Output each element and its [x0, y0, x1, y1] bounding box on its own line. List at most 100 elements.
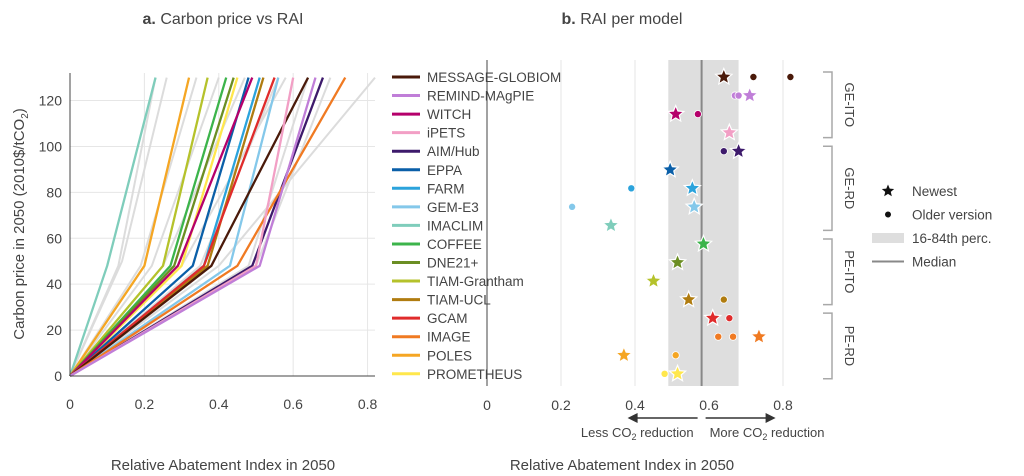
y-axis-title: Carbon price in 2050 (2010$/tCO2) — [11, 108, 31, 340]
reduction-arrows: Less CO2 reduction More CO2 reduction — [581, 413, 824, 442]
newest-star-prometheus — [667, 363, 688, 382]
x-tick-label: 0.2 — [551, 397, 571, 413]
older-point-image — [714, 332, 723, 341]
series-line-eppa — [69, 77, 250, 377]
newest-star-imaclim — [601, 215, 621, 234]
panel-title-text: RAI per model — [580, 11, 682, 28]
y-tick-label: 120 — [39, 93, 63, 109]
newest-star-aim-hub — [729, 141, 749, 160]
less-reduction-label-end: reduction — [637, 425, 694, 440]
less-reduction-label: Less CO2 reduction — [581, 425, 694, 442]
group-bracket — [823, 238, 833, 306]
background-line — [69, 77, 220, 377]
legend-item-label: Median — [912, 255, 956, 270]
legend-label-aim-hub: AIM/Hub — [427, 144, 480, 159]
older-point-message-globiom — [786, 73, 795, 82]
legend-star-icon — [881, 184, 895, 197]
newest-star-image — [749, 326, 769, 345]
less-reduction-label-main: Less CO — [581, 425, 632, 440]
x-axis-title: Relative Abatement Index in 2050 — [510, 457, 734, 474]
legend-label-coffee: COFFEE — [427, 237, 482, 252]
panel-b: b. RAI per model 0 0.2 0.4 0.6 0.8 Relative Ab… — [392, 11, 857, 474]
newest-star-tiam-ucl — [679, 289, 699, 308]
series-line-gem-e3 — [69, 77, 280, 377]
panel-label: a. — [143, 11, 161, 28]
series-lines — [68, 77, 347, 377]
panel-a: a. Carbon price vs RAI 0 0.2 0.4 0.6 0.8 0 20 40… — [11, 11, 378, 474]
newest-star-dne21- — [667, 252, 688, 271]
legend-item-label: Older version — [912, 208, 992, 223]
legend-label-eppa: EPPA — [427, 163, 462, 178]
legend-label-message-globiom: MESSAGE-GLOBIOM — [427, 70, 561, 85]
older-point-image — [729, 332, 738, 341]
y-tick-label: 40 — [46, 276, 62, 292]
symbol-legend: Newest Older version 16-84th perc. Median — [872, 184, 992, 270]
x-tick-label: 0.8 — [358, 396, 378, 412]
older-point-prometheus — [660, 369, 669, 378]
x-tick-label: 0.4 — [209, 396, 229, 412]
newest-star-message-globiom — [714, 66, 734, 86]
group-bracket — [823, 312, 833, 380]
x-tick-label: 0.8 — [773, 397, 793, 413]
model-legend: MESSAGE-GLOBIOM REMIND-MAgPIE WITCH iPETS AI… — [392, 70, 561, 382]
more-reduction-label-end: reduction — [767, 425, 824, 440]
older-point-gem-e3 — [568, 202, 577, 211]
older-point-tiam-ucl — [719, 295, 728, 304]
y-axis-title-end: ) — [11, 108, 28, 113]
legend-label-gem-e3: GEM-E3 — [427, 200, 479, 215]
series-line-message-globiom — [69, 77, 310, 377]
y-tick-label: 100 — [39, 138, 63, 154]
older-point-poles — [671, 351, 680, 360]
newest-star-gem-e3 — [684, 196, 704, 215]
legend-dot-icon — [885, 211, 891, 218]
group-label: PE-ITO — [842, 250, 857, 293]
legend-label-ipets: iPETS — [427, 126, 465, 141]
x-tick-label: 0.2 — [135, 396, 155, 412]
x-tick-label: 0.4 — [625, 397, 645, 413]
newest-star-eppa — [660, 159, 680, 178]
newest-star-farm — [682, 178, 702, 197]
legend-label-remind-magpie: REMIND-MAgPIE — [427, 89, 534, 104]
arrow-left-head — [627, 413, 638, 423]
arrow-right-head — [765, 413, 776, 423]
newest-star-poles — [614, 345, 634, 364]
legend-label-image: IMAGE — [427, 330, 471, 345]
legend-label-gcam: GCAM — [427, 311, 468, 326]
panel-a-title: a. Carbon price vs RAI — [143, 11, 304, 28]
older-point-gcam — [725, 314, 734, 323]
newest-star-gcam — [703, 308, 723, 327]
y-tick-label: 20 — [46, 322, 62, 338]
older-point-remind-magpie — [734, 91, 743, 100]
background-line — [69, 76, 376, 377]
legend-label-farm: FARM — [427, 181, 465, 196]
older-point-aim-hub — [719, 147, 728, 156]
more-reduction-label-main: More CO — [710, 425, 763, 440]
group-bracket — [823, 145, 833, 232]
series-line-tiam-grantham — [69, 77, 209, 377]
panel-b-title: b. RAI per model — [562, 11, 683, 28]
percentile-band — [668, 60, 739, 386]
series-line-remind-magpie — [69, 77, 317, 377]
legend-band-icon — [872, 233, 904, 243]
x-axis-title: Relative Abatement Index in 2050 — [111, 457, 335, 474]
legend-label-imaclim: IMACLIM — [427, 218, 483, 233]
x-tick-label: 0 — [66, 396, 74, 412]
legend-item-label: 16-84th perc. — [912, 231, 992, 246]
y-tick-label: 60 — [46, 230, 62, 246]
y-axis-title-sub: 2 — [20, 113, 31, 119]
group-label: GE-RD — [842, 167, 857, 209]
older-point-witch — [693, 110, 702, 119]
more-reduction-label-sub: 2 — [762, 432, 767, 442]
x-tick-label: 0.6 — [699, 397, 719, 413]
legend-label-dne21-: DNE21+ — [427, 256, 479, 271]
series-line-gcam — [69, 77, 276, 377]
series-line-image — [69, 77, 347, 377]
newest-star-tiam-grantham — [643, 270, 664, 290]
model-points — [568, 66, 795, 382]
legend-label-witch: WITCH — [427, 107, 471, 122]
series-line-imaclim — [68, 77, 157, 377]
newest-star-ipets — [719, 122, 739, 141]
older-point-message-globiom — [749, 73, 758, 82]
newest-star-coffee — [693, 233, 714, 253]
